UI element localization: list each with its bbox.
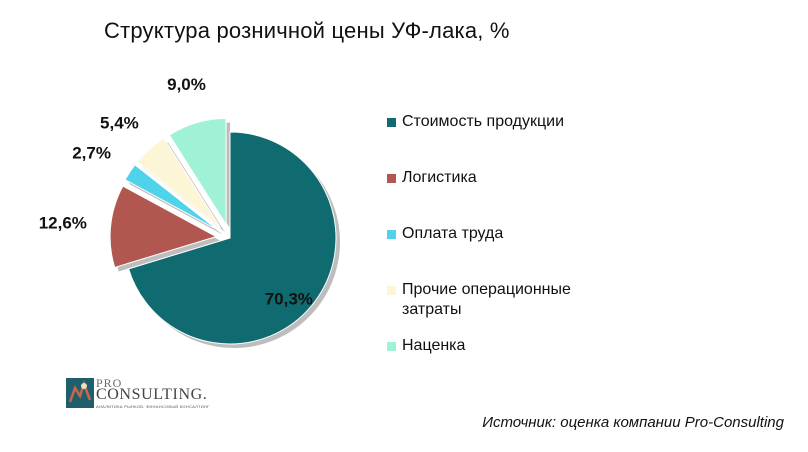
- pie-slice: [124, 164, 219, 231]
- legend-item-other-operating: Прочие операционные затраты: [387, 280, 627, 320]
- pie-slice: [127, 131, 337, 345]
- logo-tagline: АНАЛИТИКА РЫНКОВ. ФИНАНСОВЫЙ КОНСАЛТИНГ: [96, 404, 210, 409]
- source-note: Источник: оценка компании Pro-Consulting: [482, 414, 784, 431]
- legend-item-markup: Наценка: [387, 336, 465, 356]
- data-label: 12,6%: [39, 213, 87, 232]
- legend-label: Наценка: [402, 337, 466, 354]
- legend-swatch: [387, 174, 396, 183]
- pie-slice: [168, 118, 227, 227]
- legend-swatch: [387, 286, 396, 295]
- legend-label: Логистика: [402, 169, 477, 186]
- pie-slice: [109, 185, 218, 269]
- chart-title: Структура розничной цены УФ-лака, %: [104, 18, 510, 43]
- logo-pro-text: PRO: [96, 376, 123, 390]
- legend-label: Прочие операционные затраты: [402, 281, 571, 318]
- legend-label: Оплата труда: [402, 225, 504, 242]
- pie-slice: [136, 137, 222, 229]
- logo-emblem-icon: [66, 378, 94, 408]
- logo-consulting-text: CONSULTING.: [96, 386, 208, 403]
- data-label: 70,3%: [265, 290, 313, 309]
- legend-item-logistics: Логистика: [387, 168, 477, 188]
- data-label: 5,4%: [100, 113, 139, 132]
- legend-item-production-cost: Стоимость продукции: [387, 112, 564, 132]
- legend-item-labor: Оплата труда: [387, 224, 503, 244]
- company-logo: PRO CONSULTING. АНАЛИТИКА РЫНКОВ. ФИНАНС…: [66, 376, 216, 410]
- legend-swatch: [387, 230, 396, 239]
- legend-swatch: [387, 118, 396, 127]
- data-label: 2,7%: [72, 143, 111, 162]
- legend-swatch: [387, 342, 396, 351]
- data-label: 9,0%: [167, 75, 206, 94]
- legend-label: Стоимость продукции: [402, 113, 565, 130]
